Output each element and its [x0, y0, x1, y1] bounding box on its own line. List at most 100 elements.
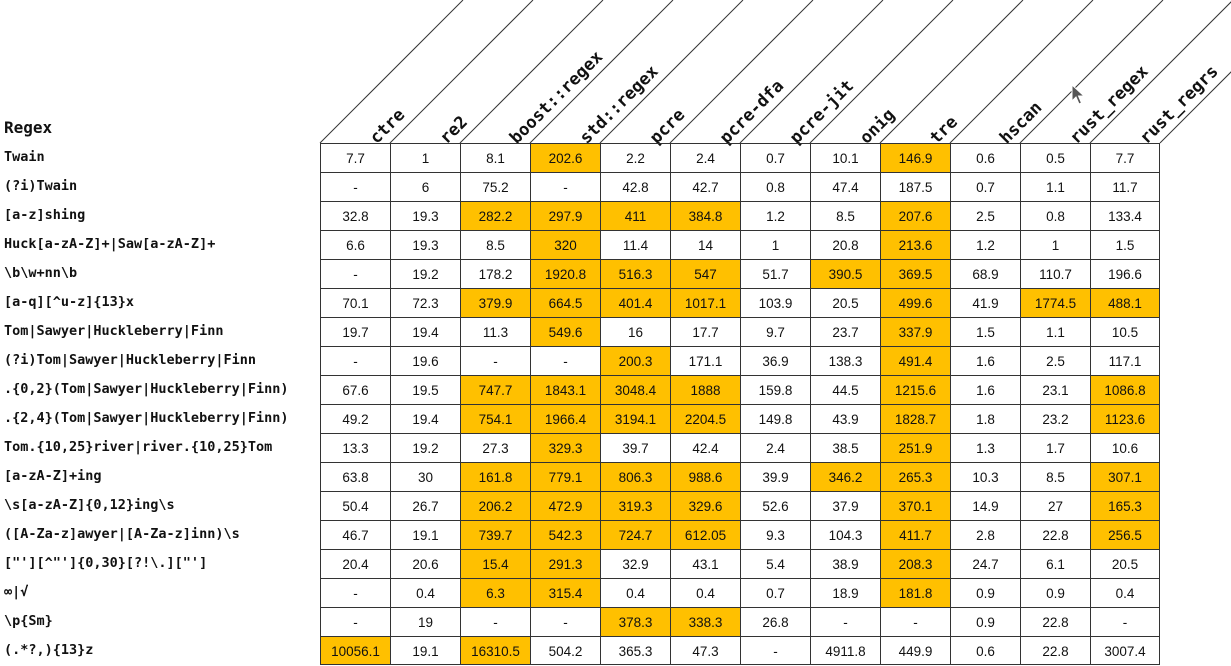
- table-cell: 39.9: [740, 462, 810, 491]
- table-cell: 319.3: [600, 491, 670, 520]
- table-cell: -: [320, 172, 390, 201]
- table-cell: 291.3: [530, 549, 600, 578]
- table-cell: 1.5: [950, 317, 1020, 346]
- table-cell: 6.1: [1020, 549, 1090, 578]
- regex-label: (.*?,){13}z: [4, 642, 94, 658]
- table-cell: 19.1: [390, 636, 460, 665]
- header-divider-line: [949, 0, 1094, 144]
- table-cell: 47.3: [670, 636, 740, 665]
- table-cell: 547: [670, 259, 740, 288]
- table-cell: 32.9: [600, 549, 670, 578]
- table-cell: 390.5: [810, 259, 880, 288]
- table-cell: 1.3: [950, 433, 1020, 462]
- table-cell: 11.3: [460, 317, 530, 346]
- table-cell: 20.8: [810, 230, 880, 259]
- table-cell: -: [460, 346, 530, 375]
- table-cell: 6: [390, 172, 460, 201]
- table-cell: 10.5: [1090, 317, 1160, 346]
- table-cell: 1215.6: [880, 375, 950, 404]
- regex-label: \p{Sm}: [4, 613, 53, 629]
- table-cell: 178.2: [460, 259, 530, 288]
- table-cell: 16310.5: [460, 636, 530, 665]
- table-cell: 42.8: [600, 172, 670, 201]
- table-cell: 8.1: [460, 143, 530, 172]
- table-cell: 378.3: [600, 607, 670, 636]
- table-cell: 181.8: [880, 578, 950, 607]
- table-cell: 384.8: [670, 201, 740, 230]
- table-cell: 19.3: [390, 201, 460, 230]
- header-divider-line: [1089, 1, 1231, 144]
- table-cell: 988.6: [670, 462, 740, 491]
- table-cell: 149.8: [740, 404, 810, 433]
- table-cell: 1920.8: [530, 259, 600, 288]
- header-divider-line: [599, 0, 744, 144]
- table-cell: 549.6: [530, 317, 600, 346]
- table-cell: 23.2: [1020, 404, 1090, 433]
- table-cell: 1.5: [1090, 230, 1160, 259]
- table-cell: 196.6: [1090, 259, 1160, 288]
- table-cell: -: [320, 607, 390, 636]
- regex-label: \b\w+nn\b: [4, 265, 78, 281]
- table-cell: 138.3: [810, 346, 880, 375]
- table-cell: 9.3: [740, 520, 810, 549]
- table-cell: -: [320, 578, 390, 607]
- table-cell: 161.8: [460, 462, 530, 491]
- regex-label: \s[a-zA-Z]{0,12}ing\s: [4, 497, 175, 513]
- table-cell: 19.1: [390, 520, 460, 549]
- table-cell: 8.5: [810, 201, 880, 230]
- table-cell: 206.2: [460, 491, 530, 520]
- table-cell: 265.3: [880, 462, 950, 491]
- table-cell: 1: [740, 230, 810, 259]
- table-cell: 1.6: [950, 375, 1020, 404]
- header-divider-line: [459, 0, 604, 144]
- table-cell: 20.4: [320, 549, 390, 578]
- table-cell: 14: [670, 230, 740, 259]
- table-cell: 3048.4: [600, 375, 670, 404]
- table-cell: 6.6: [320, 230, 390, 259]
- regex-label: Twain: [4, 149, 45, 165]
- table-cell: 0.9: [950, 607, 1020, 636]
- table-cell: 72.3: [390, 288, 460, 317]
- table-cell: 0.5: [1020, 143, 1090, 172]
- regex-label: Tom.{10,25}river|river.{10,25}Tom: [4, 439, 273, 455]
- table-cell: 338.3: [670, 607, 740, 636]
- header-divider-line: [739, 0, 884, 144]
- mouse-pointer-icon: [1071, 84, 1086, 105]
- table-cell: 282.2: [460, 201, 530, 230]
- table-cell: 0.8: [1020, 201, 1090, 230]
- regex-label: .{2,4}(Tom|Sawyer|Huckleberry|Finn): [4, 410, 289, 426]
- table-cell: 20.6: [390, 549, 460, 578]
- table-cell: 739.7: [460, 520, 530, 549]
- regex-label: Tom|Sawyer|Huckleberry|Finn: [4, 323, 224, 339]
- table-cell: 0.7: [740, 578, 810, 607]
- header-divider-line: [669, 0, 814, 144]
- table-cell: 9.7: [740, 317, 810, 346]
- table-cell: 22.8: [1020, 636, 1090, 665]
- table-cell: 2.5: [1020, 346, 1090, 375]
- table-cell: 337.9: [880, 317, 950, 346]
- table-cell: 171.1: [670, 346, 740, 375]
- header-divider-line: [809, 0, 954, 144]
- table-cell: 0.9: [950, 578, 1020, 607]
- table-cell: -: [530, 346, 600, 375]
- header-divider-line: [1019, 0, 1164, 144]
- table-cell: 37.9: [810, 491, 880, 520]
- table-cell: 2.4: [670, 143, 740, 172]
- table-cell: -: [1090, 607, 1160, 636]
- table-cell: 0.4: [600, 578, 670, 607]
- regex-label: (?i)Tom|Sawyer|Huckleberry|Finn: [4, 352, 256, 368]
- table-cell: 747.7: [460, 375, 530, 404]
- table-cell: 491.4: [880, 346, 950, 375]
- table-cell: 1.8: [950, 404, 1020, 433]
- table-cell: 516.3: [600, 259, 670, 288]
- table-cell: 41.9: [950, 288, 1020, 317]
- table-cell: 23.7: [810, 317, 880, 346]
- table-cell: 11.7: [1090, 172, 1160, 201]
- table-cell: 19.2: [390, 259, 460, 288]
- table-cell: -: [740, 636, 810, 665]
- table-cell: 4911.8: [810, 636, 880, 665]
- table-cell: 1123.6: [1090, 404, 1160, 433]
- table-cell: 297.9: [530, 201, 600, 230]
- table-cell: 7.7: [320, 143, 390, 172]
